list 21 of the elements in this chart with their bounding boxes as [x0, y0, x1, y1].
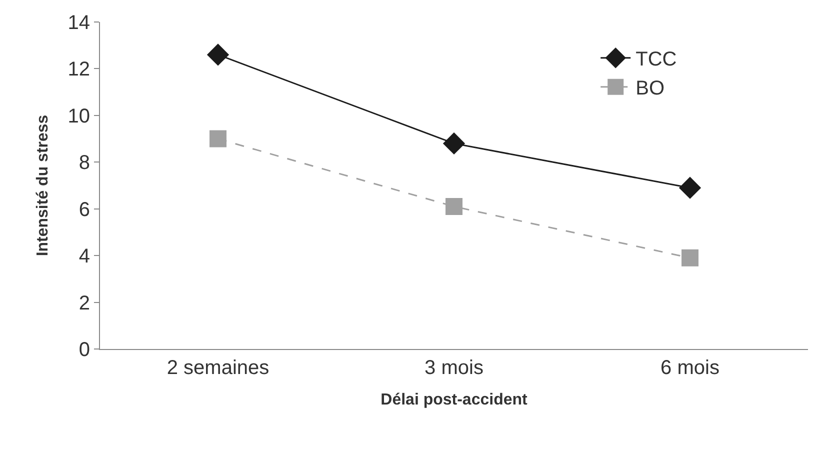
- y-axis-title: Intensité du stress: [34, 114, 52, 256]
- x-axis-title: Délai post-accident: [380, 392, 528, 409]
- y-tick-label: 6: [78, 198, 90, 221]
- y-tick-label: 2: [78, 292, 90, 314]
- legend-label: TCC: [636, 48, 677, 71]
- y-tick-label: 8: [78, 152, 90, 174]
- x-tick-label: 2 semaines: [166, 357, 270, 379]
- point: [206, 44, 230, 66]
- point: [210, 130, 226, 148]
- point: [442, 132, 466, 155]
- y-tick-label: 0: [78, 339, 90, 361]
- y-tick-label: 10: [68, 105, 90, 128]
- point: [446, 198, 462, 216]
- y-tick-label: 12: [68, 58, 90, 81]
- x-tick-label: 3 mois: [424, 357, 484, 379]
- point: [682, 249, 698, 266]
- point: [678, 176, 702, 199]
- x-tick-label: 6 mois: [660, 357, 720, 379]
- y-tick-label: 14: [68, 12, 90, 34]
- y-tick-label: 4: [78, 246, 90, 268]
- legend-label: BO: [636, 78, 665, 100]
